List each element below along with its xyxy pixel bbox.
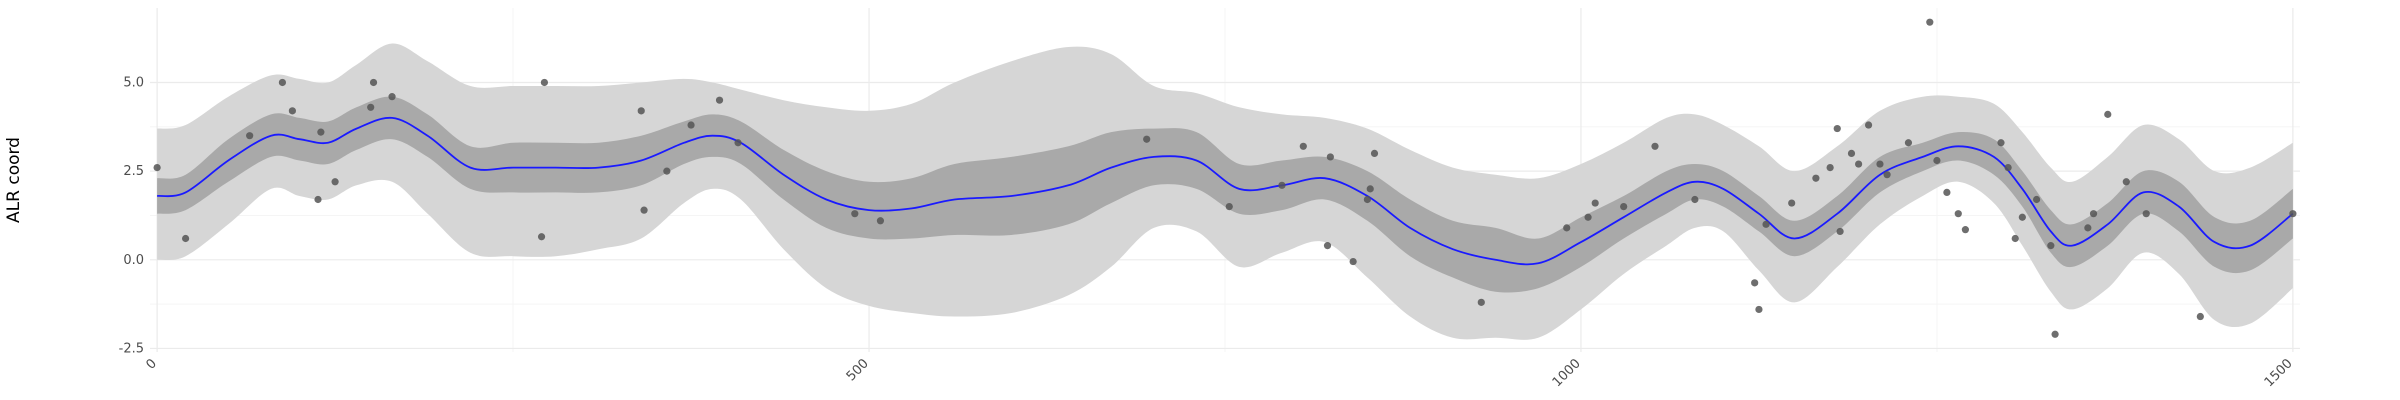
- data-point: [2289, 210, 2297, 218]
- data-point: [715, 96, 724, 104]
- data-point: [1225, 202, 1233, 211]
- data-point: [1323, 242, 1332, 250]
- data-point: [1826, 163, 1834, 172]
- data-point: [1933, 156, 1941, 165]
- data-point: [1299, 142, 1307, 150]
- mean-trend-line: [157, 116, 2294, 266]
- data-point: [1143, 135, 1151, 143]
- data-point: [1651, 142, 1659, 150]
- data-point: [1836, 227, 1844, 236]
- data-point: [2047, 242, 2055, 250]
- data-point: [2196, 312, 2204, 321]
- data-point: [1876, 160, 1884, 168]
- data-point: [1833, 124, 1841, 133]
- data-point: [369, 78, 378, 87]
- data-point: [1477, 298, 1485, 306]
- data-point: [1961, 226, 1969, 234]
- data-point: [1762, 220, 1770, 228]
- data-point: [2122, 178, 2130, 186]
- data-point: [1584, 213, 1592, 221]
- data-point: [367, 103, 375, 111]
- confidence-bands: [157, 43, 2293, 340]
- data-point: [1755, 305, 1763, 314]
- data-point: [734, 139, 742, 147]
- data-point: [1363, 195, 1371, 204]
- data-point: [2089, 210, 2098, 218]
- data-point: [1864, 121, 1873, 129]
- data-point: [1847, 149, 1856, 158]
- inner-credible-band: [157, 96, 2293, 293]
- data-point: [288, 107, 296, 115]
- data-point: [1691, 195, 1699, 204]
- data-point: [1943, 188, 1951, 197]
- data-point: [640, 206, 648, 214]
- data-point: [876, 217, 885, 225]
- data-point: [1591, 199, 1599, 207]
- data-point: [388, 93, 396, 101]
- data-point: [1278, 181, 1286, 189]
- data-point: [2004, 163, 2012, 172]
- data-point: [317, 128, 325, 136]
- y-axis-title: ALR coord: [4, 137, 24, 223]
- y-tick-label: -2.5: [119, 341, 144, 356]
- data-point: [1954, 210, 1962, 218]
- data-point: [2011, 234, 2019, 243]
- data-point: [2084, 224, 2092, 232]
- data-point: [1855, 160, 1863, 168]
- data-point: [1366, 185, 1374, 193]
- x-tick-label: 0: [143, 356, 159, 372]
- x-tick-label: 500: [844, 356, 872, 384]
- data-point: [537, 233, 546, 241]
- x-tick-label: 1000: [1550, 356, 1584, 390]
- y-tick-label: 2.5: [123, 164, 144, 179]
- data-point: [1326, 153, 1334, 161]
- data-point: [851, 210, 859, 218]
- data-point: [278, 78, 287, 87]
- data-point: [540, 78, 549, 87]
- data-point: [314, 195, 322, 204]
- data-point: [2104, 110, 2112, 118]
- data-point: [1904, 139, 1913, 147]
- x-tick-label: 1500: [2262, 356, 2296, 390]
- data-point: [1563, 224, 1571, 232]
- x-axis-ticks: 0 500 1000 1500: [143, 356, 2295, 390]
- data-point: [2032, 195, 2041, 204]
- y-tick-label: 5.0: [123, 75, 144, 90]
- data-point: [1349, 257, 1357, 266]
- data-point: [2142, 210, 2150, 218]
- y-axis-ticks: -2.5 0.0 2.5 5.0: [119, 75, 144, 356]
- data-point: [1370, 149, 1379, 158]
- data-point: [1751, 279, 1759, 287]
- data-point: [1997, 139, 2005, 147]
- data-point: [687, 121, 695, 129]
- y-tick-label: 0.0: [123, 253, 144, 268]
- data-point: [153, 163, 161, 172]
- data-point: [1788, 199, 1796, 207]
- data-point: [2051, 330, 2059, 338]
- data-point: [663, 167, 671, 175]
- data-point: [1926, 18, 1934, 26]
- data-point: [2018, 213, 2026, 221]
- observed-points: [153, 18, 2297, 338]
- data-point: [637, 107, 645, 115]
- data-point: [1883, 171, 1891, 179]
- data-point: [331, 178, 339, 186]
- data-point: [246, 132, 254, 140]
- data-point: [181, 234, 190, 243]
- data-point: [1620, 202, 1628, 211]
- data-point: [1812, 174, 1820, 182]
